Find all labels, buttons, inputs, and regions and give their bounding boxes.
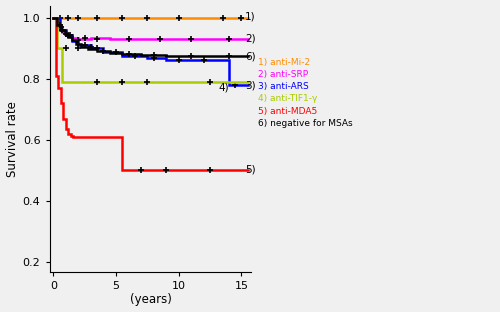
Text: 6): 6) <box>245 51 256 61</box>
Text: 1): 1) <box>245 11 256 21</box>
Text: 4): 4) <box>219 82 230 93</box>
X-axis label: (years): (years) <box>130 294 172 306</box>
Y-axis label: Survival rate: Survival rate <box>6 101 18 177</box>
Text: 3): 3) <box>245 81 256 91</box>
Text: 5): 5) <box>245 165 256 175</box>
Legend: 1) anti-Mi-2, 2) anti-SRP, 3) anti-ARS, 4) anti-TIF1-γ, 5) anti-MDA5, 6) negativ: 1) anti-Mi-2, 2) anti-SRP, 3) anti-ARS, … <box>258 58 352 128</box>
Text: 2): 2) <box>245 34 256 44</box>
